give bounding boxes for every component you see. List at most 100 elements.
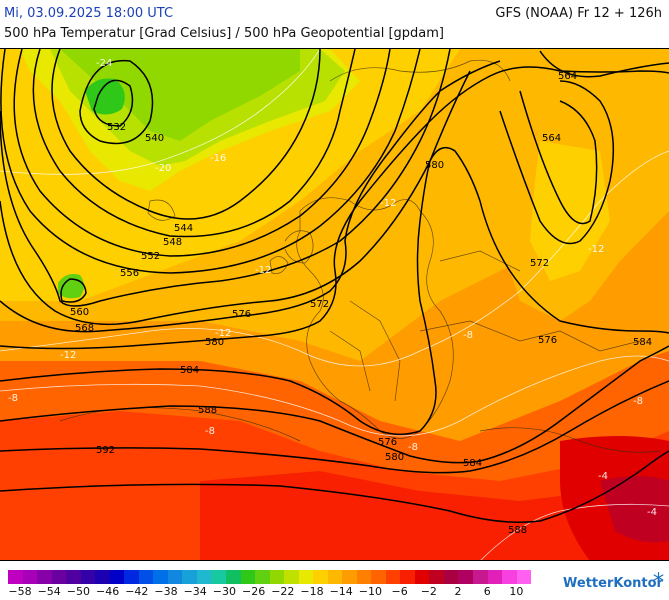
contour-label: 572 <box>530 258 549 269</box>
colorbar-swatch <box>284 570 299 584</box>
contour-label: 580 <box>385 452 404 463</box>
colorbar-swatch <box>458 570 473 584</box>
colorbar-swatch <box>342 570 357 584</box>
isotherm-label: -8 <box>463 330 473 341</box>
colorbar-swatch <box>371 570 386 584</box>
colorbar-swatch <box>225 570 241 584</box>
contour-label: 544 <box>174 223 193 234</box>
colorbar-tick-label: −54 <box>37 585 61 598</box>
contour-label: 548 <box>163 237 182 248</box>
temperature-isotherms <box>0 49 669 560</box>
contour-label: 568 <box>75 323 94 334</box>
colorbar-swatch <box>313 570 328 584</box>
weather-map: 532 540 544 548 552 556 560 564 568 572 … <box>0 48 669 561</box>
colorbar-swatch <box>51 570 67 584</box>
colorbar-swatch <box>516 570 532 584</box>
colorbar-tick-label: −2 <box>420 585 437 598</box>
colorbar-swatch <box>124 570 139 584</box>
contour-label: 552 <box>141 251 160 262</box>
snowflake-icon <box>653 572 664 583</box>
coastlines <box>59 59 661 453</box>
colorbar-tick-labels: −58 −54 −50 −46 −42 −38 −34 −30 −26 −22 −18 −14 −10−… <box>0 585 531 599</box>
colorbar-swatch <box>167 570 183 584</box>
isotherm-label: -12 <box>60 350 76 361</box>
temperature-labels: -24 -20 -16 -12 -12 -12 -12 -12 -8 -8 -8… <box>8 58 657 518</box>
contour-label: 556 <box>120 268 139 279</box>
isotherm-label: -12 <box>380 198 396 209</box>
contour-label: 564 <box>558 71 577 82</box>
colorbar-swatch <box>109 570 125 584</box>
colorbar-swatch <box>429 570 444 584</box>
colorbar-swatch <box>255 570 270 584</box>
valid-time-label: Mi, 03.09.2025 18:00 UTC <box>4 6 174 21</box>
contour-label: 532 <box>107 122 126 133</box>
temperature-colorbar <box>8 570 532 584</box>
temperature-fill <box>0 49 669 560</box>
brand-logo: WetterKontor <box>563 576 663 591</box>
isotherm-label: -4 <box>598 471 608 482</box>
colorbar-tick-label: −42 <box>125 585 149 598</box>
isotherm-label: -8 <box>8 393 18 404</box>
colorbar-tick-label: 10 <box>509 585 524 598</box>
colorbar-swatch <box>414 570 430 584</box>
colorbar-swatch <box>95 570 110 584</box>
colorbar-swatch <box>269 570 285 584</box>
colorbar-swatch <box>487 570 503 584</box>
colorbar-tick-label: 6 <box>483 585 491 598</box>
colorbar-tick-label: −38 <box>154 585 178 598</box>
model-run-label: GFS (NOAA) Fr 12 + 126h <box>495 6 662 21</box>
isotherm-label: -8 <box>633 396 643 407</box>
colorbar-tick-label: −10 <box>358 585 382 598</box>
isotherm-label: -12 <box>588 244 604 255</box>
contour-label: 576 <box>538 335 557 346</box>
colorbar-swatch <box>8 570 23 584</box>
contour-label: 572 <box>310 299 329 310</box>
colorbar-tick-label: −26 <box>241 585 266 598</box>
contour-label: 580 <box>205 337 224 348</box>
colorbar-tick-label: −30 <box>212 585 236 598</box>
contour-label: 584 <box>180 365 199 376</box>
contour-label: 584 <box>463 458 482 469</box>
colorbar-swatch <box>182 570 197 584</box>
colorbar-swatch <box>37 570 52 584</box>
isotherm-label: -8 <box>408 442 418 453</box>
contour-label: 580 <box>425 160 444 171</box>
colorbar-swatch <box>240 570 256 584</box>
colorbar-swatch <box>473 570 488 584</box>
colorbar-tick-label: −18 <box>300 585 324 598</box>
colorbar-tick-label: −14 <box>329 585 353 598</box>
colorbar-swatch <box>22 570 38 584</box>
isotherm-label: -12 <box>255 265 271 276</box>
colorbar-swatch <box>443 570 459 584</box>
colorbar-swatch <box>138 570 154 584</box>
parameter-description: 500 hPa Temperatur [Grad Celsius] / 500 … <box>4 26 445 41</box>
isotherm-label: -24 <box>96 58 112 69</box>
colorbar-swatch <box>298 570 314 584</box>
colorbar-tick-label: −46 <box>95 585 120 598</box>
colorbar-swatch <box>153 570 168 584</box>
isotherm-label: -4 <box>647 507 657 518</box>
colorbar-tick-label: −22 <box>271 585 295 598</box>
contour-label: 588 <box>508 525 527 536</box>
colorbar-swatch <box>196 570 212 584</box>
colorbar-swatch <box>80 570 96 584</box>
colorbar-tick-label: −58 <box>8 585 32 598</box>
contour-label: 540 <box>145 133 164 144</box>
colorbar-swatch <box>400 570 415 584</box>
geopotential-contours <box>0 49 669 523</box>
colorbar-swatch <box>327 570 343 584</box>
colorbar-swatch <box>356 570 372 584</box>
colorbar-tick-label: 2 <box>454 585 462 598</box>
contour-label: 584 <box>633 337 652 348</box>
contour-label: 576 <box>232 309 251 320</box>
contour-label: 560 <box>70 307 89 318</box>
colorbar-tick-label: −34 <box>183 585 207 598</box>
colorbar-swatch <box>385 570 401 584</box>
contour-label: 576 <box>378 437 397 448</box>
isotherm-label: -20 <box>155 163 171 174</box>
geopotential-labels: 532 540 544 548 552 556 560 564 568 572 … <box>70 71 652 536</box>
colorbar-swatch <box>211 570 226 584</box>
contour-label: 588 <box>198 405 217 416</box>
colorbar-swatch <box>66 570 81 584</box>
isotherm-label: -16 <box>210 153 226 164</box>
